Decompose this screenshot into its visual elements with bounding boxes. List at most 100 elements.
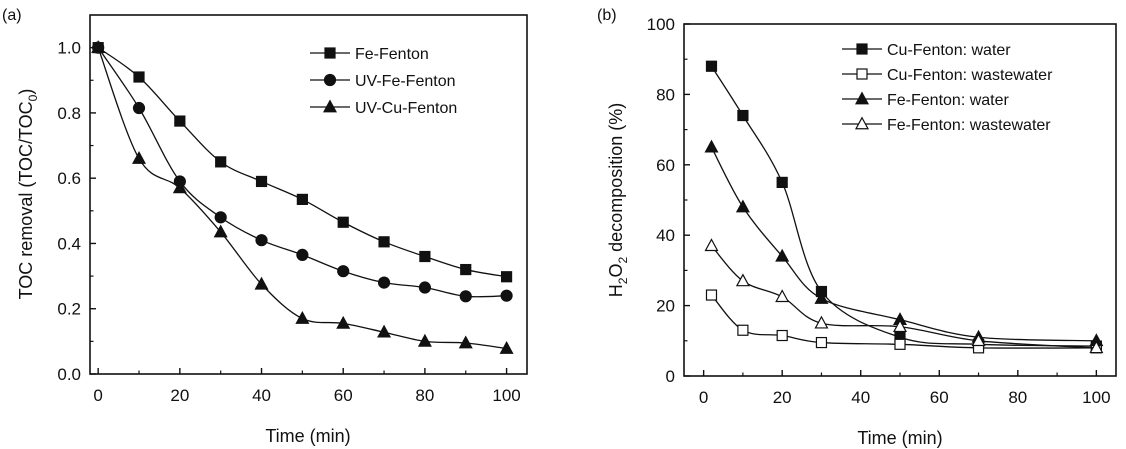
legend-label: UV-Fe-Fenton: [355, 73, 455, 90]
panel-a-y-axis-title-main: TOC removal (TOC/TOC: [16, 101, 36, 299]
x-tick-label: 40: [252, 386, 271, 405]
data-point-fe-fenton-water: [814, 291, 829, 304]
series-line-fe-fenton-water: [710, 146, 1097, 342]
legend-label: Fe-Fenton: wastewater: [887, 117, 1051, 134]
legend-entry-cu-fenton-water: Cu-Fenton: water: [842, 42, 1011, 59]
data-point-uv-fe-fenton: [132, 101, 146, 115]
y-tick-label: 0.6: [57, 169, 81, 188]
data-point-fe-fenton: [419, 250, 431, 263]
y-tick-label: 0.0: [57, 365, 81, 384]
legend-label: UV-Cu-Fenton: [355, 100, 457, 117]
y-tick-label: 0: [666, 367, 675, 386]
data-point-uv-fe-fenton: [214, 211, 227, 224]
panel-a-x-axis-title: Time (min): [265, 426, 350, 446]
legend-marker-fe-fenton-wastewater: [854, 116, 870, 130]
panel-a-y-axis-title: TOC removal (TOC/TOC0): [16, 89, 40, 300]
x-tick-label: 100: [1082, 388, 1110, 407]
panel-a-toc-removal-chart: (a) 0 20 40 60 80 100 0.0 0.2 0.4 0.6 0.8 1.0 Time…: [2, 7, 528, 446]
x-tick-label: 0: [699, 388, 708, 407]
panel-a-label: (a): [2, 7, 22, 24]
y-tick-label: 1.0: [57, 39, 81, 58]
data-point-uv-cu-fenton: [499, 340, 514, 354]
data-point-uv-cu-fenton: [336, 315, 351, 329]
legend-label: Fe-Fenton: [355, 46, 429, 63]
data-point-fe-fenton: [133, 71, 145, 83]
data-point-fe-fenton-water: [775, 248, 790, 262]
y-tick-label: 0.4: [57, 234, 81, 253]
data-point-uv-fe-fenton: [255, 234, 268, 247]
panel-b-y-axis-title-sub-2b: 2: [616, 257, 630, 264]
data-point-uv-cu-fenton: [131, 151, 147, 164]
legend-marker-uv-fe-fenton: [323, 73, 337, 87]
data-point-fe-fenton-water: [735, 199, 750, 213]
panel-a-y-axis-title-subscript: 0: [26, 94, 40, 101]
x-tick-label: 60: [334, 386, 353, 405]
data-point-cu-fenton-water: [705, 60, 718, 72]
legend-label: Fe-Fenton: water: [887, 92, 1010, 109]
data-point-uv-fe-fenton: [377, 276, 391, 289]
panel-b-y-axis-title-o: O: [606, 264, 626, 278]
x-tick-label: 20: [170, 386, 189, 405]
data-point-uv-fe-fenton: [296, 248, 309, 261]
data-point-fe-fenton: [296, 193, 308, 205]
data-point-fe-fenton: [460, 263, 472, 276]
data-point-cu-fenton-water: [737, 109, 749, 122]
data-point-fe-fenton: [337, 216, 349, 228]
panel-a-y-axis-title-close: ): [16, 89, 36, 95]
panel-a-plot-frame: [89, 14, 528, 375]
legend-entry-uv-fe-fenton: UV-Fe-Fenton: [310, 73, 455, 90]
data-point-uv-cu-fenton: [417, 333, 432, 347]
panel-b-y-axis-title-h: H: [606, 284, 626, 297]
data-point-uv-cu-fenton: [295, 310, 310, 324]
panel-b-y-axis-title-sub-2a: 2: [616, 277, 630, 284]
x-tick-label: 80: [1008, 388, 1027, 407]
legend-entry-fe-fenton-water: Fe-Fenton: water: [842, 91, 1010, 109]
data-point-fe-fenton: [500, 271, 513, 283]
panel-b-y-axis-title-rest: decomposition (%): [606, 103, 626, 257]
data-point-fe-fenton-water: [704, 139, 719, 153]
data-point-uv-fe-fenton: [459, 290, 472, 303]
panel-b-label: (b): [597, 7, 617, 24]
panel-a-legend: Fe-Fenton UV-Fe-Fenton UV-Cu-Fenton: [310, 46, 457, 117]
data-point-cu-fenton-wastewater: [776, 329, 788, 342]
x-tick-label: 20: [773, 388, 792, 407]
panel-b-y-axis-title: H2O2 decomposition (%): [606, 103, 630, 297]
panel-b-x-ticks: 0 20 40 60 80 100: [699, 370, 1111, 407]
data-point-uv-cu-fenton: [377, 324, 392, 338]
data-point-fe-fenton-wastewater: [1089, 340, 1104, 354]
data-point-uv-cu-fenton: [213, 224, 228, 238]
legend-entry-fe-fenton-wastewater: Fe-Fenton: wastewater: [842, 116, 1051, 134]
y-tick-label: 20: [656, 297, 675, 316]
legend-marker-cu-fenton-wastewater: [856, 68, 868, 80]
data-point-fe-fenton-wastewater: [775, 289, 790, 303]
data-point-fe-fenton-wastewater: [971, 333, 986, 347]
data-point-cu-fenton-wastewater: [894, 338, 906, 350]
legend-entry-uv-cu-fenton: UV-Cu-Fenton: [310, 99, 457, 117]
panel-b-x-axis-title: Time (min): [857, 428, 942, 448]
data-point-fe-fenton: [215, 156, 227, 168]
data-point-fe-fenton: [378, 236, 390, 248]
data-point-uv-fe-fenton: [337, 265, 350, 278]
data-point-cu-fenton-wastewater: [737, 324, 749, 336]
panel-b-series: [704, 60, 1104, 354]
data-point-uv-fe-fenton: [418, 281, 431, 294]
legend-entry-fe-fenton: Fe-Fenton: [310, 46, 429, 63]
x-tick-label: 60: [930, 388, 949, 407]
data-point-cu-fenton-water: [776, 176, 788, 188]
data-point-uv-cu-fenton: [458, 335, 473, 349]
series-uv-cu-fenton: [91, 40, 514, 354]
legend-marker-fe-fenton-water: [854, 91, 870, 105]
y-tick-label: 0.2: [57, 300, 81, 319]
legend-label: Cu-Fenton: wastewater: [887, 67, 1053, 84]
x-tick-label: 40: [851, 388, 870, 407]
series-fe-fenton-wastewater: [704, 238, 1104, 354]
data-point-fe-fenton-wastewater: [814, 315, 829, 329]
data-point-uv-cu-fenton: [254, 276, 269, 290]
y-tick-label: 0.8: [57, 104, 81, 123]
data-point-fe-fenton: [255, 175, 268, 188]
data-point-fe-fenton-wastewater: [704, 238, 719, 252]
data-point-fe-fenton: [174, 115, 186, 127]
series-uv-fe-fenton: [92, 41, 513, 303]
series-fe-fenton-water: [704, 139, 1104, 347]
